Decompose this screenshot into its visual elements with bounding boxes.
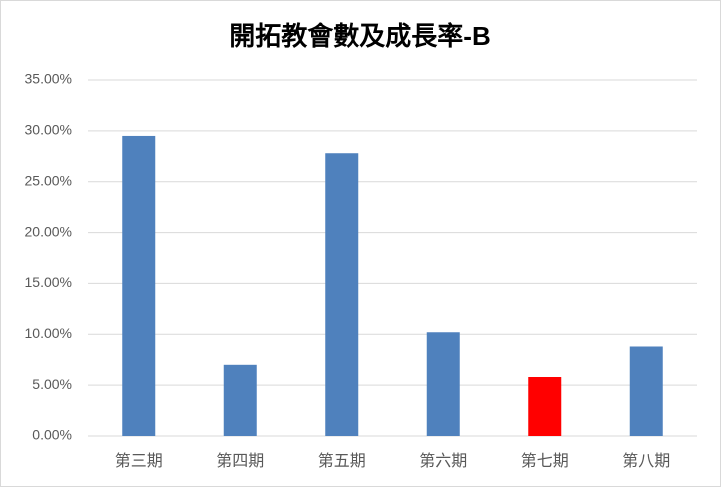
- y-tick-label: 30.00%: [25, 122, 72, 138]
- x-tick-label: 第三期: [115, 452, 163, 470]
- x-tick-label: 第八期: [622, 452, 670, 470]
- y-tick-label: 10.00%: [25, 325, 72, 341]
- bar: [528, 377, 562, 436]
- y-tick-label: 0.00%: [32, 427, 72, 443]
- x-tick-label: 第七期: [521, 452, 569, 470]
- y-tick-label: 15.00%: [25, 274, 72, 290]
- bar: [426, 332, 460, 436]
- chart-title: 開拓教會數及成長率-B: [229, 21, 490, 51]
- x-tick-label: 第六期: [419, 452, 467, 470]
- bar: [325, 153, 359, 436]
- x-tick-label: 第五期: [318, 452, 366, 470]
- y-tick-label: 35.00%: [25, 71, 72, 87]
- y-tick-label: 5.00%: [32, 376, 72, 392]
- y-tick-label: 20.00%: [25, 223, 72, 239]
- bar: [629, 346, 663, 436]
- x-tick-label: 第四期: [216, 452, 264, 470]
- bar: [223, 364, 257, 436]
- y-tick-label: 25.00%: [25, 172, 72, 188]
- bar: [122, 135, 156, 436]
